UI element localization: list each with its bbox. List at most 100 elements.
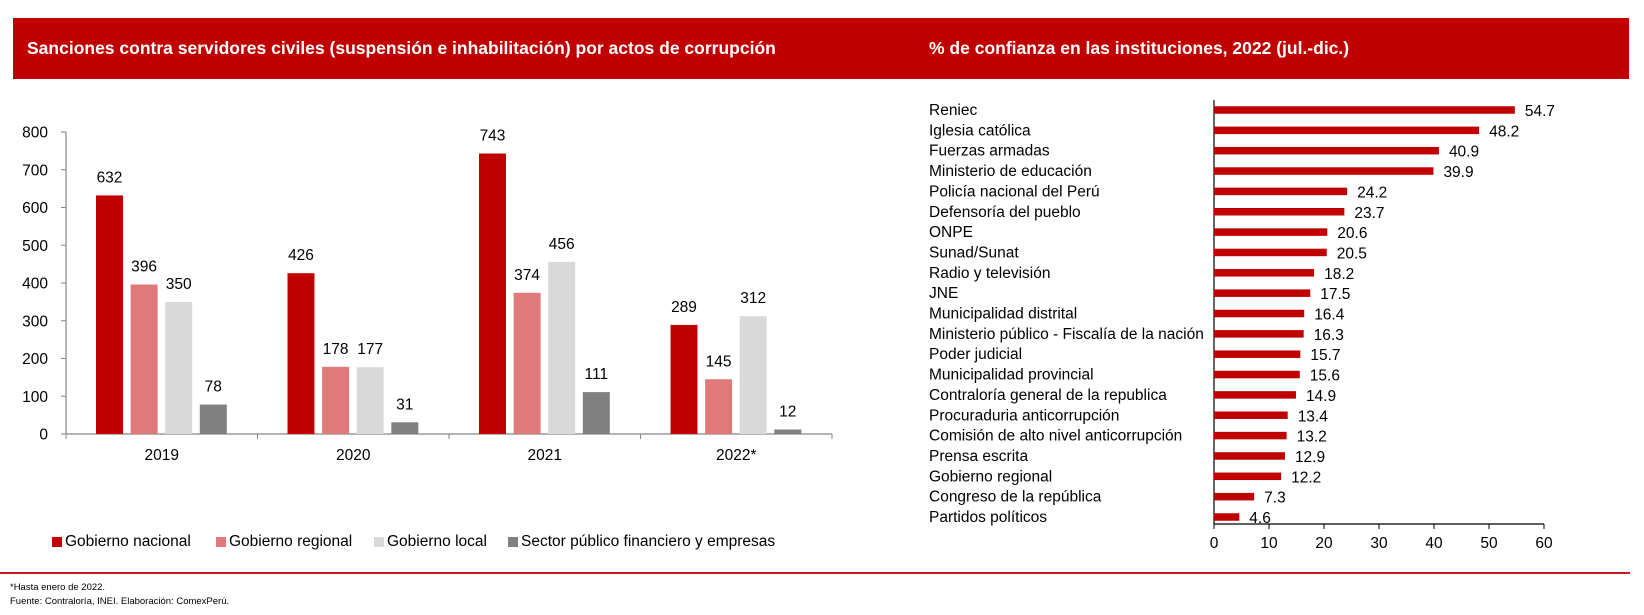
legend-item: Gobierno regional [216, 533, 352, 551]
legend-label: Gobierno local [387, 533, 487, 550]
bar [1214, 269, 1315, 277]
data-label: 7.3 [1264, 490, 1286, 507]
x-tick-label: 0 [1210, 535, 1219, 552]
category-label: Iglesia católica [929, 122, 1031, 139]
legend-swatch [216, 537, 226, 547]
bar [1214, 289, 1311, 297]
category-label: Municipalidad distrital [929, 306, 1077, 323]
bar [130, 284, 158, 434]
bar [582, 392, 610, 434]
legend-label: Gobierno regional [229, 533, 353, 550]
data-label: 178 [323, 341, 349, 358]
data-label: 13.2 [1297, 429, 1327, 446]
data-label: 632 [97, 169, 123, 186]
x-tick-label: 50 [1480, 535, 1498, 552]
legend-item: Gobierno nacional [52, 533, 191, 551]
bar [1214, 167, 1434, 175]
bar [199, 404, 227, 434]
y-tick-label: 200 [22, 351, 48, 368]
category-label: Ministerio público - Fiscalía de la naci… [929, 326, 1204, 343]
bar [1214, 350, 1301, 358]
category-label: Poder judicial [929, 346, 1022, 363]
data-label: 312 [740, 290, 766, 307]
data-label: 350 [166, 276, 192, 293]
footnote-note: *Hasta enero de 2022. [10, 582, 106, 593]
bar [1214, 431, 1287, 440]
y-tick-label: 800 [22, 125, 48, 142]
category-label: Sunad/Sunat [929, 244, 1019, 261]
legend-label: Gobierno nacional [65, 533, 191, 550]
category-label: Reniec [929, 102, 977, 119]
data-label: 396 [131, 259, 157, 276]
category-label: Prensa escrita [929, 448, 1028, 465]
y-tick-label: 600 [22, 200, 48, 217]
data-label: 20.6 [1337, 225, 1367, 242]
bar [705, 379, 733, 434]
y-tick-label: 700 [22, 162, 48, 179]
trust-bar-chart: 0 10 20 30 40 50 60 Reniec 54.7 Iglesia católica 4… [929, 100, 1555, 552]
bar [287, 273, 315, 434]
data-label: 456 [549, 236, 575, 253]
x-category-label: 2019 [145, 447, 179, 464]
bar [1214, 248, 1327, 257]
data-label: 23.7 [1354, 205, 1384, 222]
category-label: Comisión de alto nivel anticorrupción [929, 428, 1182, 445]
data-label: 78 [205, 379, 222, 396]
data-label: 374 [514, 267, 540, 284]
data-label: 12.2 [1291, 469, 1321, 486]
bar [1214, 187, 1348, 196]
bar [391, 422, 419, 434]
y-tick-label: 500 [22, 238, 48, 255]
bar [739, 316, 767, 434]
bar [356, 367, 384, 434]
bar [774, 429, 802, 434]
x-tick-label: 30 [1370, 535, 1388, 552]
x-tick-label: 20 [1315, 535, 1333, 552]
header-bar: Sanciones contra servidores civiles (sus… [13, 18, 1629, 79]
bar [1214, 492, 1255, 501]
sanctions-bar-chart: 0 100 200 300 400 500 600 700 800 2019 632 396 350 78… [22, 125, 833, 464]
bar [322, 366, 350, 434]
data-label: 17.5 [1320, 286, 1350, 303]
legend-item: Sector público financiero y empresas [508, 533, 775, 551]
bar [670, 324, 698, 434]
bar [1214, 452, 1285, 460]
bar [1214, 146, 1439, 155]
x-category-label: 2021 [528, 447, 562, 464]
data-label: 16.3 [1314, 327, 1344, 344]
bar [96, 195, 123, 434]
y-tick-label: 300 [22, 313, 48, 330]
data-label: 12.9 [1295, 449, 1325, 466]
data-label: 39.9 [1443, 164, 1473, 181]
left-chart-title: Sanciones contra servidores civiles (sus… [27, 38, 776, 58]
data-label: 31 [396, 396, 413, 413]
data-label: 48.2 [1489, 123, 1519, 140]
footer-divider [0, 572, 1630, 574]
category-label: Radio y televisión [929, 265, 1050, 282]
bar [1214, 411, 1288, 419]
bar [479, 153, 506, 434]
bar [1214, 391, 1296, 399]
data-label: 40.9 [1449, 144, 1479, 161]
category-label: Ministerio de educación [929, 163, 1092, 180]
bar [165, 301, 193, 434]
data-label: 15.7 [1310, 347, 1340, 364]
legend-swatch [508, 537, 518, 547]
data-label: 177 [357, 341, 383, 358]
footnote-source: Fuente: Contraloría, INEI. Elaboración: … [10, 596, 230, 607]
data-label: 289 [671, 299, 697, 316]
data-label: 12 [779, 403, 796, 420]
y-tick-label: 0 [39, 427, 48, 444]
bar [1214, 513, 1240, 521]
data-label: 111 [585, 366, 609, 383]
data-label: 20.5 [1337, 245, 1367, 262]
x-category-label: 2020 [336, 447, 371, 464]
bar [513, 292, 541, 434]
category-label: Congreso de la república [929, 489, 1102, 506]
right-chart-title: % de confianza en las instituciones, 202… [929, 38, 1350, 58]
x-tick-label: 40 [1425, 535, 1443, 552]
bar [1214, 228, 1328, 236]
bar [1214, 309, 1305, 318]
category-label: Partidos políticos [929, 509, 1047, 526]
data-label: 15.6 [1310, 368, 1340, 385]
